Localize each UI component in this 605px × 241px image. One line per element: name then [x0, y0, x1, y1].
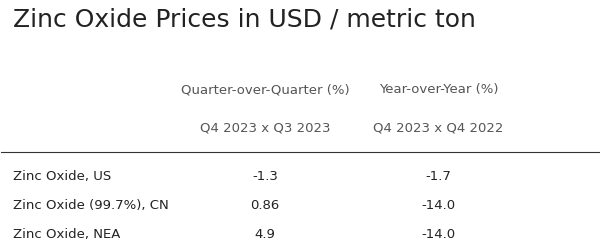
Text: Zinc Oxide (99.7%), CN: Zinc Oxide (99.7%), CN	[13, 199, 169, 212]
Text: Zinc Oxide, US: Zinc Oxide, US	[13, 170, 111, 183]
Text: -1.3: -1.3	[252, 170, 278, 183]
Text: Q4 2023 x Q4 2022: Q4 2023 x Q4 2022	[373, 122, 504, 135]
Text: -14.0: -14.0	[422, 199, 456, 212]
Text: 0.86: 0.86	[250, 199, 280, 212]
Text: Zinc Oxide, NEA: Zinc Oxide, NEA	[13, 228, 121, 241]
Text: -14.0: -14.0	[422, 228, 456, 241]
Text: Year-over-Year (%): Year-over-Year (%)	[379, 83, 499, 96]
Text: Quarter-over-Quarter (%): Quarter-over-Quarter (%)	[180, 83, 349, 96]
Text: -1.7: -1.7	[425, 170, 451, 183]
Text: Q4 2023 x Q3 2023: Q4 2023 x Q3 2023	[200, 122, 330, 135]
Text: Zinc Oxide Prices in USD / metric ton: Zinc Oxide Prices in USD / metric ton	[13, 8, 476, 32]
Text: 4.9: 4.9	[255, 228, 275, 241]
